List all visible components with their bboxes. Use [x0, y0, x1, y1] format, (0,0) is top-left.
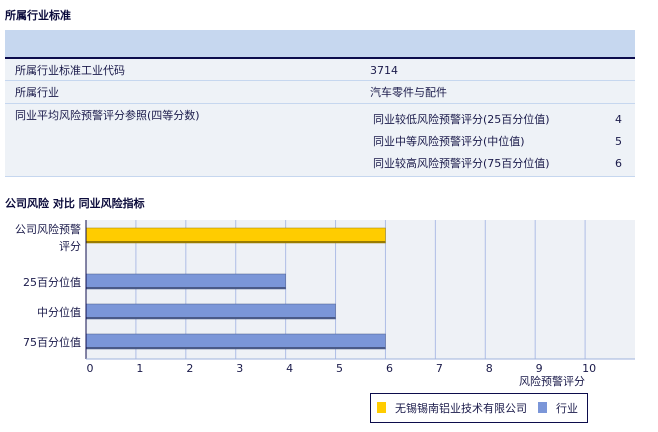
row-label: 同业平均风险预警评分参照(四等分数) — [15, 109, 200, 122]
sub-label: 同业较高风险预警评分(75百分位值) — [373, 157, 550, 170]
row-value: 3714 — [370, 64, 398, 77]
x-tick-label: 4 — [286, 362, 293, 375]
x-tick-label: 10 — [582, 362, 596, 375]
sub-label: 同业较低风险预警评分(25百分位值) — [373, 113, 550, 126]
sub-value: 6 — [615, 157, 622, 170]
bar-0 — [85, 227, 386, 244]
bar-shadow — [86, 347, 386, 349]
y-category-label: 75百分位值 — [23, 335, 81, 349]
x-tick-label: 0 — [87, 362, 94, 375]
section-title-risk-compare: 公司风险 对比 同业风险指标 — [5, 197, 145, 210]
legend: 无锡锡南铝业技术有限公司 行业 — [370, 393, 588, 423]
legend-swatch-company — [377, 402, 386, 413]
x-tick-label: 1 — [136, 362, 143, 375]
table-row: 所属行业 汽车零件与配件 — [5, 81, 635, 104]
y-category-label: 公司风险预警 — [15, 222, 81, 236]
sub-value: 5 — [615, 135, 622, 148]
row-label: 所属行业 — [15, 86, 59, 99]
x-tick-label: 9 — [536, 362, 543, 375]
bar-2 — [85, 303, 336, 320]
x-tick-label: 5 — [336, 362, 343, 375]
x-tick-label: 6 — [386, 362, 393, 375]
x-tick-label: 8 — [486, 362, 493, 375]
x-tick-label: 7 — [436, 362, 443, 375]
legend-label-company: 无锡锡南铝业技术有限公司 — [395, 402, 527, 415]
sub-label: 同业中等风险预警评分(中位值) — [373, 135, 525, 148]
legend-label-industry: 行业 — [556, 402, 578, 415]
y-category-label: 评分 — [59, 240, 81, 253]
table-row: 同业平均风险预警评分参照(四等分数) 同业较低风险预警评分(25百分位值) 4 … — [5, 104, 635, 177]
row-value: 汽车零件与配件 — [370, 86, 447, 99]
x-tick-label: 3 — [236, 362, 243, 375]
table-row: 所属行业标准工业代码 3714 — [5, 59, 635, 81]
y-category-label: 中分位值 — [37, 305, 81, 319]
legend-swatch-industry — [538, 402, 547, 413]
bar-3 — [85, 333, 386, 350]
x-axis-label: 风险预警评分 — [519, 374, 585, 388]
row-label: 所属行业标准工业代码 — [15, 64, 125, 77]
sub-value: 4 — [615, 113, 622, 126]
table-header-band — [5, 30, 635, 59]
bar-shadow — [86, 287, 286, 289]
bar-shadow — [86, 241, 386, 243]
bar-shadow — [86, 317, 336, 319]
y-category-label: 25百分位值 — [23, 275, 81, 289]
section-title-industry-standard: 所属行业标准 — [5, 9, 71, 22]
bar-1 — [85, 273, 286, 290]
x-tick-label: 2 — [186, 362, 193, 375]
